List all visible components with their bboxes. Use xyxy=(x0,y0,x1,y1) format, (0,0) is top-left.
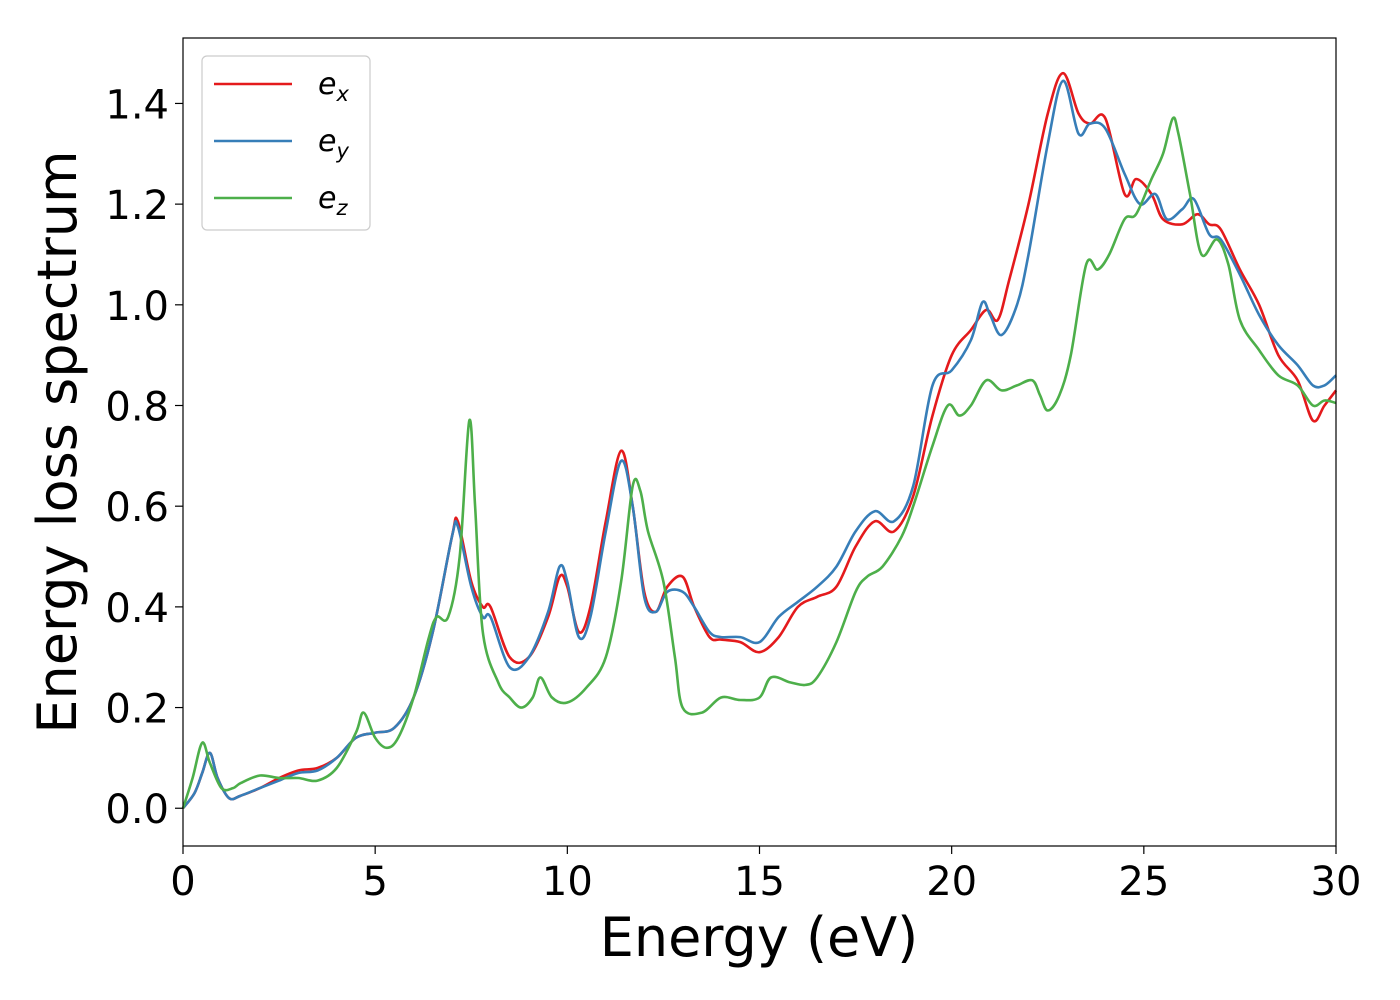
x-tick-label: 30 xyxy=(1311,859,1362,905)
legend: ex ey ez xyxy=(201,55,371,231)
y-axis-title: Energy loss spectrum xyxy=(26,150,89,733)
y-tick-label: 0.0 xyxy=(105,787,169,833)
y-tick-label: 0.8 xyxy=(105,385,169,431)
x-tick-label: 5 xyxy=(362,859,387,905)
legend-frame xyxy=(201,55,371,231)
y-tick-label: 1.4 xyxy=(105,82,169,128)
x-axis-title: Energy (eV) xyxy=(600,906,919,969)
legend-label-ex: ex xyxy=(318,67,349,106)
legend-label-ey: ey xyxy=(318,124,349,163)
x-tick-label: 15 xyxy=(734,859,785,905)
y-tick-label: 0.4 xyxy=(105,586,169,632)
plot-lines xyxy=(181,71,1338,810)
y-tick-label: 0.6 xyxy=(105,485,169,531)
x-tick-label: 0 xyxy=(170,859,195,905)
x-axis-ticks: 0 5 10 15 20 25 30 xyxy=(170,846,1361,905)
x-tick-label: 20 xyxy=(926,859,977,905)
x-tick-label: 25 xyxy=(1118,859,1169,905)
x-tick-label: 10 xyxy=(542,859,593,905)
series-line-ez xyxy=(181,116,1337,809)
y-tick-label: 0.2 xyxy=(105,687,169,733)
y-tick-label: 1.0 xyxy=(105,284,169,330)
legend-label-ez: ez xyxy=(318,181,348,220)
y-axis-ticks: 0.0 0.2 0.4 0.6 0.8 1.0 1.2 1.4 xyxy=(105,82,183,833)
y-tick-label: 1.2 xyxy=(105,183,169,229)
